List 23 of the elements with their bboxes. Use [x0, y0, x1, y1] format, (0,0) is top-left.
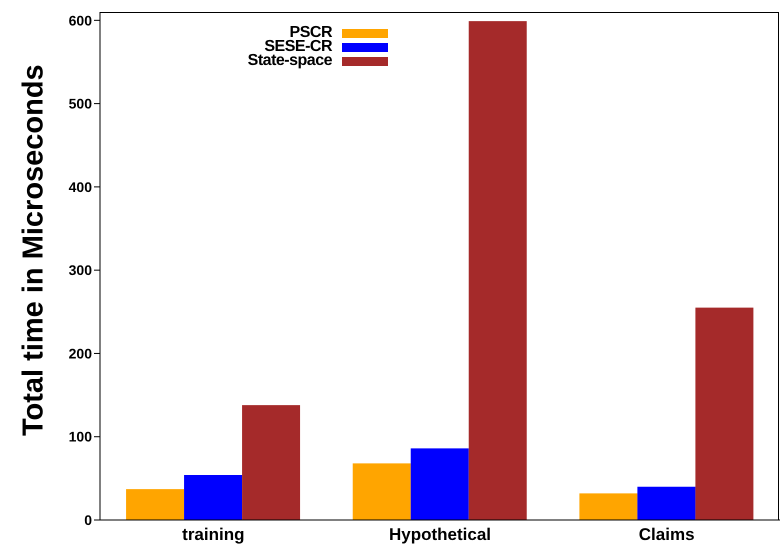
bar [637, 486, 696, 520]
y-tick-label: 300 [68, 262, 92, 278]
x-tick-label: Claims [638, 525, 695, 544]
y-tick-label: 600 [68, 12, 92, 28]
y-tick-label: 400 [68, 178, 92, 195]
bar [410, 448, 469, 520]
y-tick-label: 100 [68, 428, 92, 445]
bar [352, 463, 411, 520]
y-tick-label: 0 [84, 512, 92, 528]
bar [695, 308, 754, 520]
bar [468, 21, 527, 520]
legend-label: State-space [248, 52, 332, 69]
bar [579, 493, 638, 520]
bar [242, 405, 300, 520]
x-tick-label: training [182, 525, 245, 544]
x-tick-label: Hypothetical [388, 525, 492, 544]
y-axis-title: Total time in Microseconds [17, 64, 50, 436]
legend-label: PSCR [290, 24, 332, 41]
y-tick-label: 500 [68, 96, 92, 112]
legend-label: SESE-CR [264, 38, 332, 55]
y-tick-label: 200 [68, 345, 92, 362]
bar [126, 489, 184, 520]
bar [184, 475, 242, 520]
